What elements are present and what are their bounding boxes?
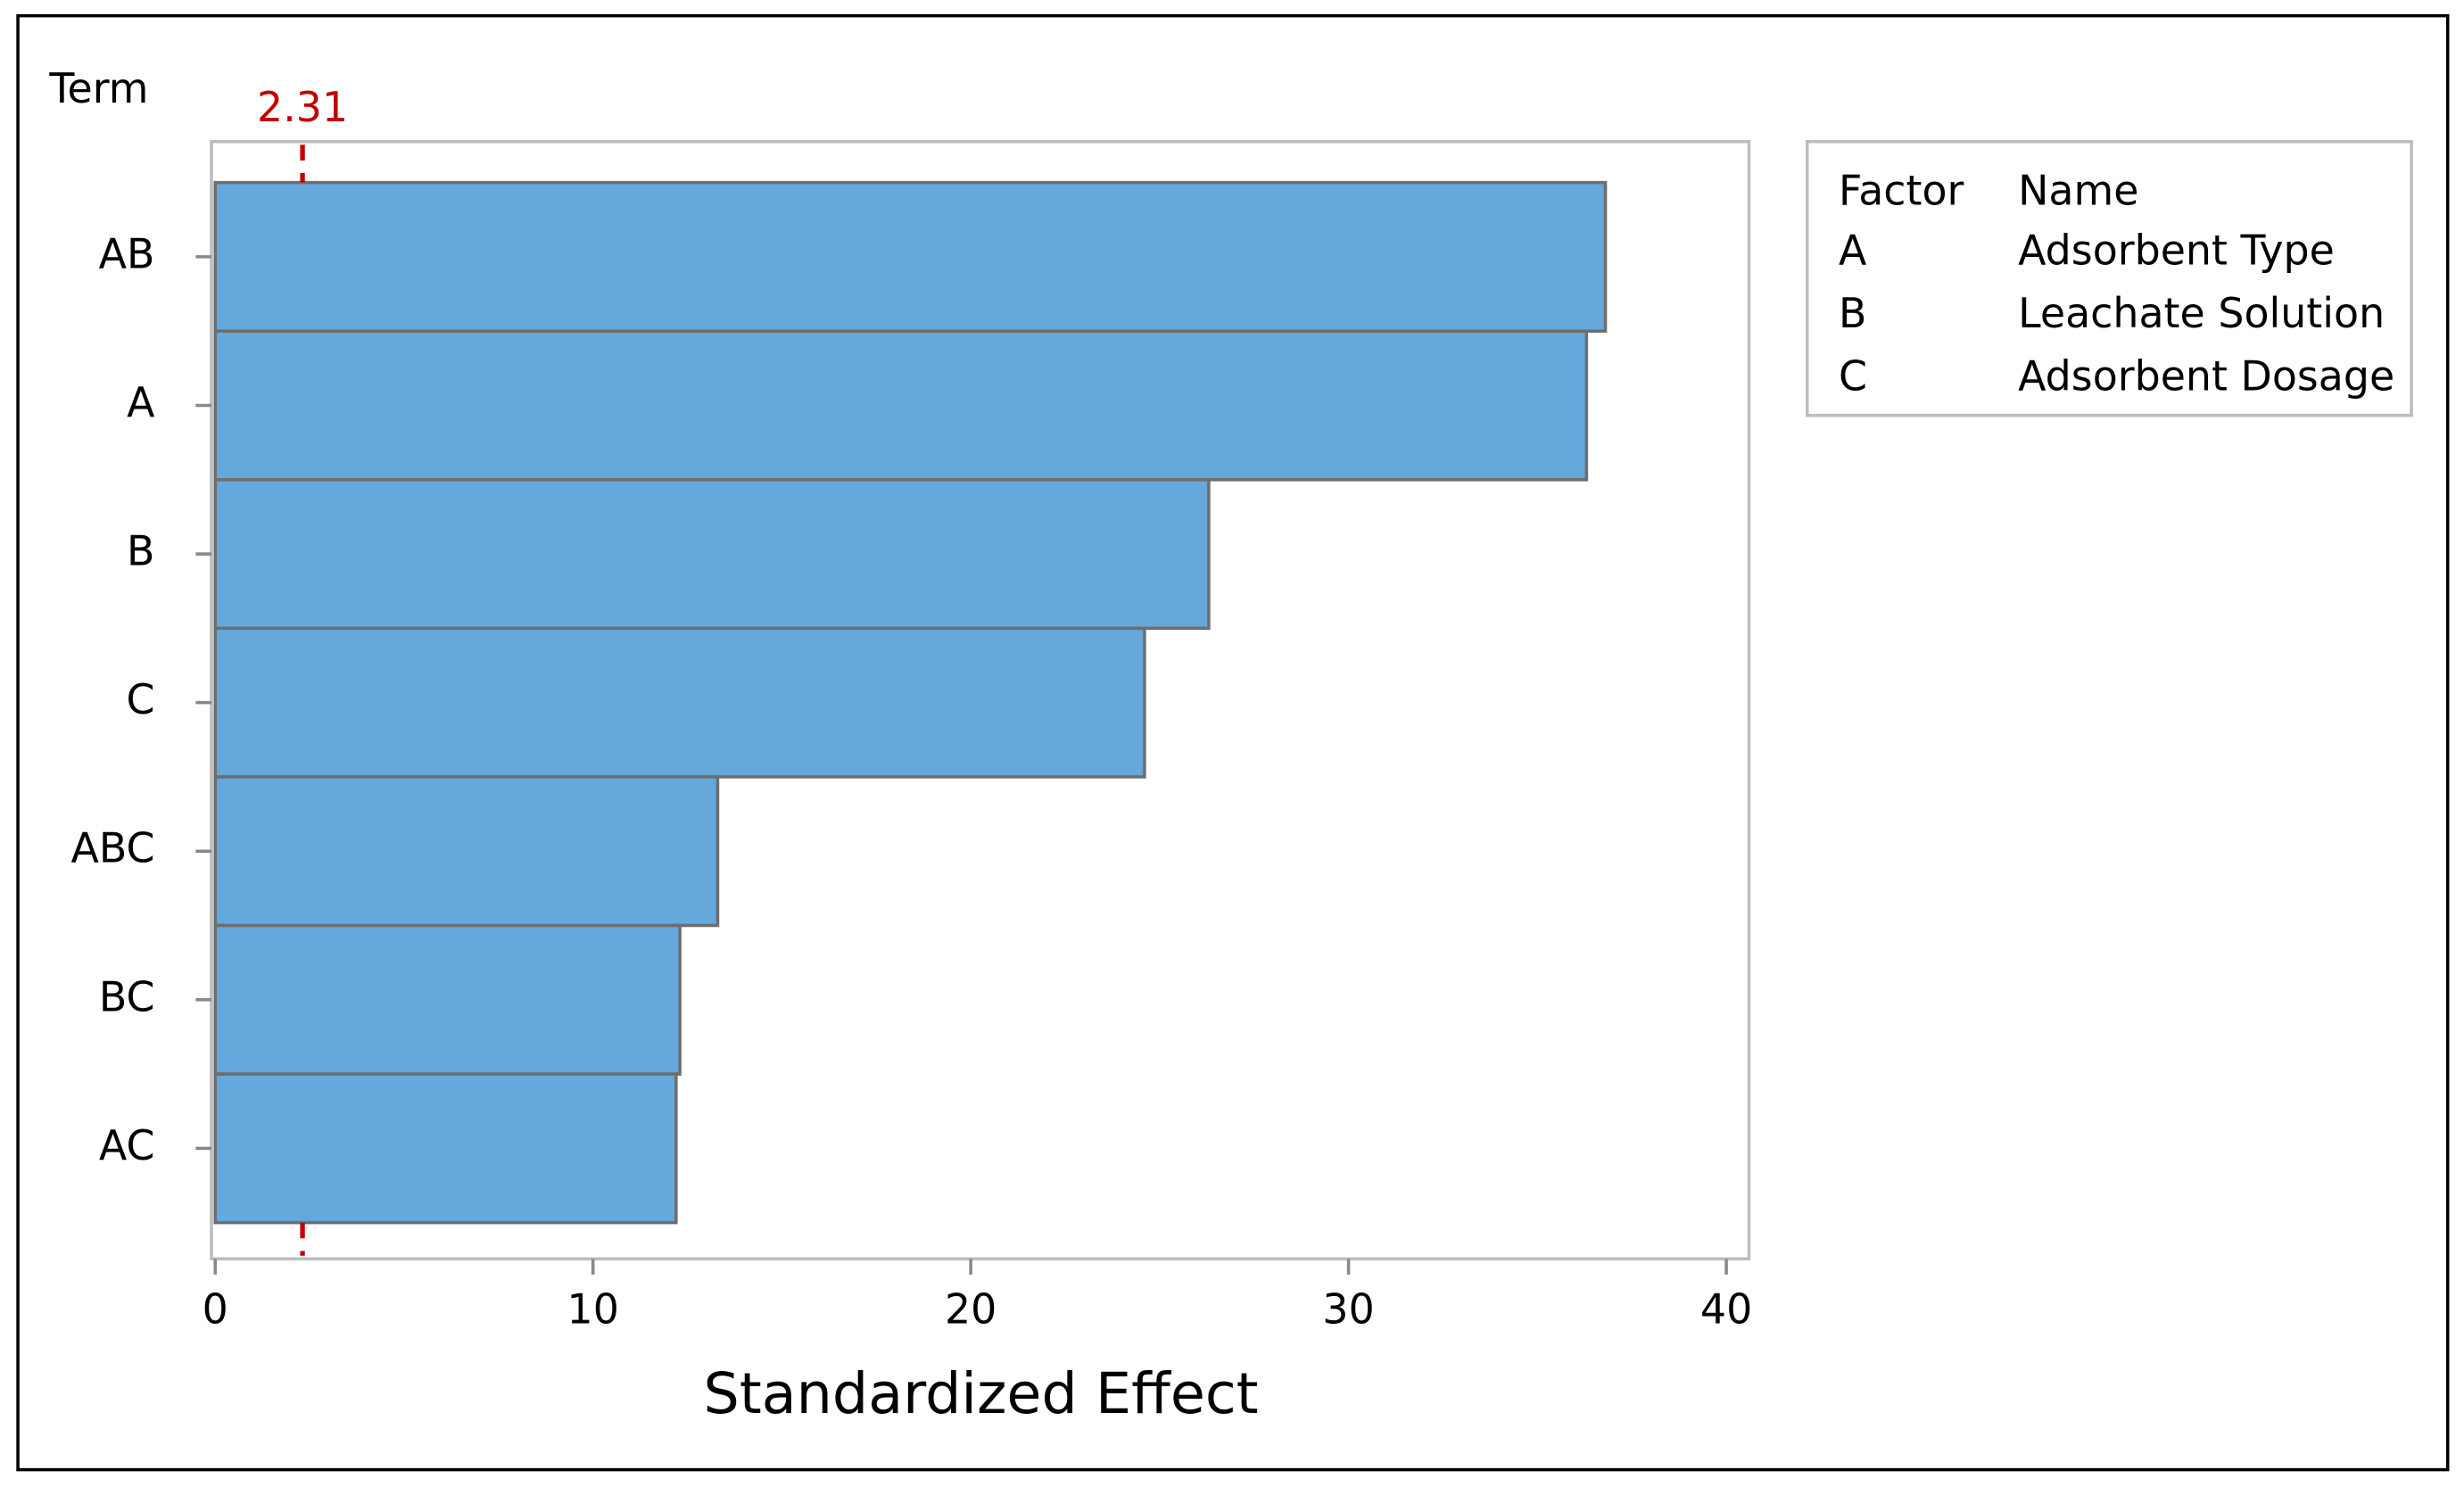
y-tick-label: AC xyxy=(99,1121,155,1169)
y-tick-label: B xyxy=(127,527,154,575)
legend-header: Name xyxy=(2018,166,2138,214)
x-tick-label: 40 xyxy=(1700,1285,1752,1334)
x-tick-label: 30 xyxy=(1322,1285,1374,1334)
bar xyxy=(213,1072,678,1225)
legend-cell: Leachate Solution xyxy=(2018,289,2385,337)
bar xyxy=(213,626,1146,779)
x-tick-label: 10 xyxy=(567,1285,619,1334)
y-tick-label: BC xyxy=(99,972,155,1020)
legend-cell: Adsorbent Type xyxy=(2018,227,2335,275)
legend-cell: A xyxy=(1839,227,1866,275)
bar xyxy=(213,478,1211,631)
plot-frame xyxy=(210,139,1751,1260)
reference-label: 2.31 xyxy=(257,83,348,131)
y-tick-label: AB xyxy=(99,229,155,277)
bar xyxy=(213,923,682,1076)
legend-cell: C xyxy=(1839,352,1867,401)
outer-border xyxy=(16,13,2450,1472)
y-axis-title: Term xyxy=(48,64,148,112)
y-tick-label: A xyxy=(127,378,154,426)
legend-cell: B xyxy=(1839,289,1866,337)
bar xyxy=(213,329,1589,482)
bar xyxy=(213,775,720,928)
bar xyxy=(213,180,1608,333)
legend-header: Factor xyxy=(1839,166,1964,214)
legend-cell: Adsorbent Dosage xyxy=(2018,352,2394,401)
x-tick-label: 0 xyxy=(203,1285,228,1334)
y-tick-label: C xyxy=(126,675,154,723)
x-axis-title: Standardized Effect xyxy=(704,1360,1259,1426)
legend-box xyxy=(1805,139,2413,417)
y-tick-label: ABC xyxy=(70,824,154,872)
x-tick-label: 20 xyxy=(945,1285,996,1334)
